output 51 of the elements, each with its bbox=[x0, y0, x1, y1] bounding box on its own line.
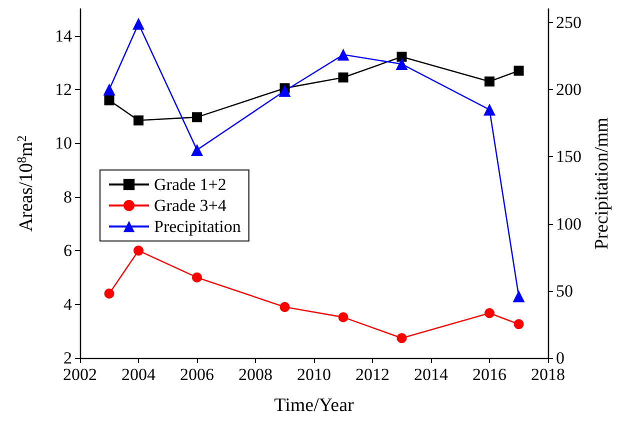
point bbox=[484, 76, 494, 86]
point bbox=[396, 333, 407, 344]
legend-label: Precipitation bbox=[154, 217, 242, 236]
point bbox=[396, 58, 408, 70]
y-tick-label: 12 bbox=[55, 80, 72, 100]
point bbox=[512, 290, 525, 302]
point bbox=[514, 319, 524, 330]
y-tick-label: 6 bbox=[64, 241, 72, 260]
legend-label: Grade 1+2 bbox=[154, 175, 226, 194]
point bbox=[278, 84, 291, 97]
x-tick-label: 2016 bbox=[472, 365, 506, 384]
y2-tick-label: 200 bbox=[556, 80, 582, 100]
point bbox=[337, 48, 350, 61]
point bbox=[280, 302, 290, 312]
y2-tick-label: 0 bbox=[556, 348, 564, 368]
y2-tick-label: 50 bbox=[556, 281, 573, 300]
point bbox=[134, 246, 144, 256]
y2-axis-title: Precipitation/mm bbox=[591, 117, 612, 250]
point bbox=[192, 272, 202, 282]
y-axis-title: Areas/108m2 bbox=[14, 135, 37, 232]
point bbox=[104, 288, 114, 299]
point bbox=[484, 308, 494, 318]
y-tick-label: 4 bbox=[64, 294, 72, 314]
y-tick-label: 2 bbox=[64, 348, 72, 368]
x-tick-label: 2010 bbox=[297, 365, 331, 384]
x-tick-label: 2006 bbox=[180, 365, 214, 384]
point bbox=[338, 72, 348, 82]
y-tick-label: 8 bbox=[64, 187, 72, 206]
x-tick-label: 2018 bbox=[531, 365, 565, 384]
y2-tick-label: 150 bbox=[556, 147, 582, 166]
x-tick-label: 2002 bbox=[63, 365, 97, 384]
x-tick-label: 2014 bbox=[414, 365, 448, 384]
legend-label: Grade 3+4 bbox=[154, 196, 227, 215]
y-tick-label: 14 bbox=[55, 26, 72, 46]
x-axis-title: Time/Year bbox=[274, 395, 355, 416]
point bbox=[134, 115, 144, 126]
y2-tick-label: 250 bbox=[556, 12, 582, 32]
x-tick-label: 2012 bbox=[356, 365, 390, 384]
y2-tick-label: 100 bbox=[556, 214, 582, 234]
x-tick-label: 2008 bbox=[238, 365, 272, 384]
x-tick-label: 2004 bbox=[122, 365, 156, 384]
y-tick-label: 10 bbox=[55, 134, 72, 153]
point bbox=[396, 52, 407, 62]
point bbox=[132, 18, 144, 30]
point bbox=[104, 95, 114, 106]
point bbox=[514, 66, 524, 76]
point bbox=[103, 84, 116, 96]
point bbox=[338, 312, 348, 322]
point bbox=[191, 144, 203, 156]
point bbox=[192, 112, 202, 122]
point bbox=[484, 104, 496, 116]
